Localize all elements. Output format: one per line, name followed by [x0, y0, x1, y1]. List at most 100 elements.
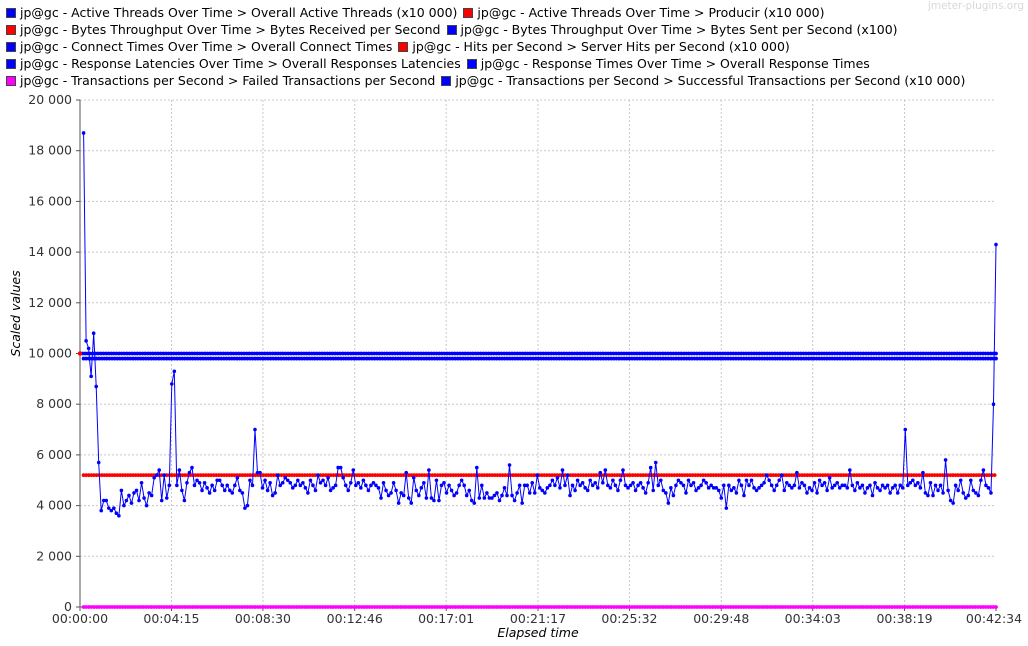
- data-point: [99, 605, 104, 609]
- data-point: [471, 356, 476, 361]
- data-point: [365, 356, 369, 361]
- data-point: [492, 356, 497, 361]
- data-point: [565, 605, 569, 609]
- data-point: [372, 605, 377, 609]
- data-point: [399, 473, 404, 478]
- data-point: [975, 605, 980, 609]
- data-point: [944, 605, 949, 609]
- data-point: [737, 478, 741, 483]
- data-point: [627, 605, 632, 609]
- data-point: [866, 351, 871, 356]
- data-point: [546, 351, 551, 356]
- data-point: [870, 473, 875, 478]
- data-point: [790, 486, 794, 490]
- x-tick-label: 00:25:32: [601, 611, 657, 626]
- data-point: [245, 503, 250, 508]
- data-point: [557, 473, 562, 478]
- data-point: [453, 356, 458, 361]
- data-point: [281, 356, 286, 361]
- data-point: [638, 473, 643, 478]
- data-point: [947, 605, 952, 609]
- data-point: [986, 351, 991, 356]
- data-point: [841, 473, 846, 478]
- data-point: [578, 483, 582, 488]
- data-point: [255, 351, 259, 356]
- data-point: [935, 473, 940, 478]
- data-point: [323, 473, 328, 478]
- data-point: [115, 356, 120, 361]
- data-point: [225, 483, 230, 488]
- data-point: [966, 493, 971, 498]
- legend-label: jp@gc - Connect Times Over Time > Overal…: [20, 39, 393, 54]
- data-point: [733, 351, 738, 356]
- data-point: [396, 501, 401, 505]
- data-point: [216, 356, 221, 361]
- data-point: [877, 605, 881, 609]
- data-point: [374, 351, 379, 356]
- data-point: [988, 351, 993, 356]
- data-point: [531, 473, 536, 478]
- data-point: [125, 473, 130, 478]
- data-point: [352, 356, 356, 361]
- data-point: [476, 356, 481, 361]
- data-point: [339, 356, 343, 361]
- data-point: [270, 493, 275, 498]
- data-point: [330, 351, 335, 356]
- data-point: [753, 473, 758, 478]
- data-point: [962, 351, 967, 356]
- data-point: [102, 356, 107, 361]
- data-point: [556, 351, 561, 356]
- data-point: [869, 605, 874, 609]
- data-point: [710, 605, 715, 609]
- data-point: [618, 478, 623, 483]
- data-point: [643, 605, 647, 609]
- data-point: [323, 356, 328, 361]
- data-point: [369, 351, 374, 356]
- data-point: [307, 356, 312, 361]
- data-point: [237, 605, 242, 609]
- data-point: [718, 356, 723, 361]
- data-point: [903, 351, 907, 356]
- data-point: [497, 498, 502, 503]
- data-point: [750, 473, 755, 478]
- data-point: [502, 351, 507, 356]
- data-point: [939, 356, 944, 361]
- data-point: [869, 356, 874, 361]
- data-point: [98, 351, 103, 356]
- data-point: [140, 351, 145, 356]
- data-point: [865, 473, 869, 478]
- data-point: [422, 480, 426, 485]
- data-point: [507, 605, 512, 609]
- data-point: [133, 356, 138, 361]
- data-point: [546, 605, 551, 609]
- data-point: [154, 473, 159, 477]
- data-point: [658, 351, 663, 356]
- data-point: [253, 356, 258, 361]
- data-point: [303, 486, 308, 490]
- data-point: [492, 473, 497, 478]
- data-point: [697, 605, 702, 609]
- data-point: [280, 480, 285, 485]
- data-point: [627, 351, 631, 356]
- data-point: [287, 605, 291, 609]
- data-point: [968, 356, 972, 361]
- data-point: [513, 605, 517, 609]
- data-point: [521, 473, 526, 478]
- data-point: [992, 473, 997, 478]
- data-point: [529, 473, 534, 478]
- data-point: [197, 480, 202, 485]
- data-point: [318, 605, 323, 609]
- data-point: [507, 351, 512, 356]
- data-point: [713, 605, 718, 609]
- data-point: [674, 483, 678, 488]
- data-point: [507, 356, 512, 361]
- data-point: [603, 351, 608, 356]
- data-point: [387, 351, 392, 356]
- data-point: [783, 351, 788, 356]
- data-point: [227, 473, 232, 478]
- data-point: [336, 356, 341, 361]
- data-point: [248, 605, 252, 609]
- data-point: [616, 488, 620, 493]
- data-point: [312, 351, 317, 356]
- data-point: [552, 473, 557, 478]
